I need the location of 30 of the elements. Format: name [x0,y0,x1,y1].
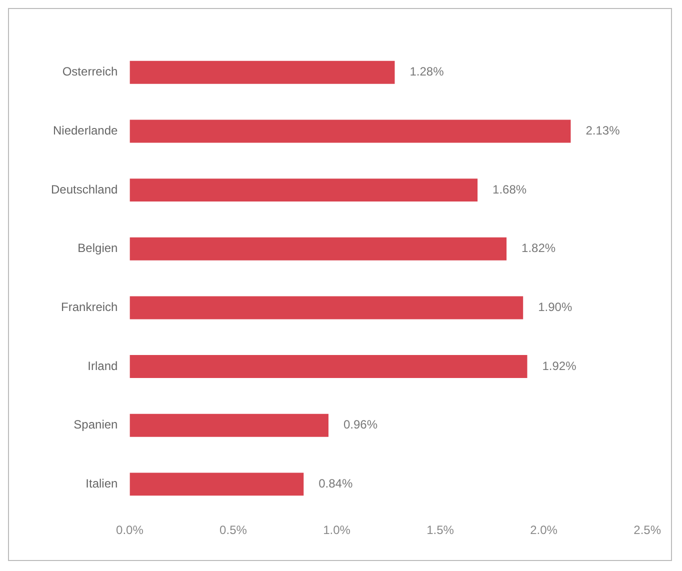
data-label: 1.68% [492,182,527,196]
data-label: 1.92% [542,358,577,373]
y-tick-label: Osterreich [62,64,118,79]
bar [130,355,528,378]
bar [130,472,304,496]
y-tick-label: Spanien [74,418,118,432]
data-label: 1.28% [410,64,444,79]
bar [130,414,328,437]
data-label: 1.82% [522,241,556,256]
y-tick-label: Frankreich [61,300,118,314]
x-tick-label: 1.5% [426,523,454,538]
x-tick-label: 2.5% [634,523,662,538]
y-tick-label: Belgien [78,241,118,256]
x-tick-label: 2.0% [530,523,558,538]
data-label: 2.13% [586,124,620,138]
data-label: 1.90% [538,300,572,314]
y-tick-label: Italien [86,476,118,490]
x-tick-label: 1.0% [323,523,351,538]
bar [130,296,524,320]
y-tick-label: Niederlande [52,124,118,138]
x-tick-label: 0.0% [116,523,144,538]
bar [130,120,571,143]
bar [130,178,478,202]
x-tick-label: 0.5% [220,523,248,538]
y-tick-label: Irland [88,358,118,373]
bar [130,60,395,84]
bar [130,237,507,260]
data-label: 0.84% [318,476,353,490]
data-label: 0.96% [343,418,378,432]
y-tick-label: Deutschland [50,182,118,196]
